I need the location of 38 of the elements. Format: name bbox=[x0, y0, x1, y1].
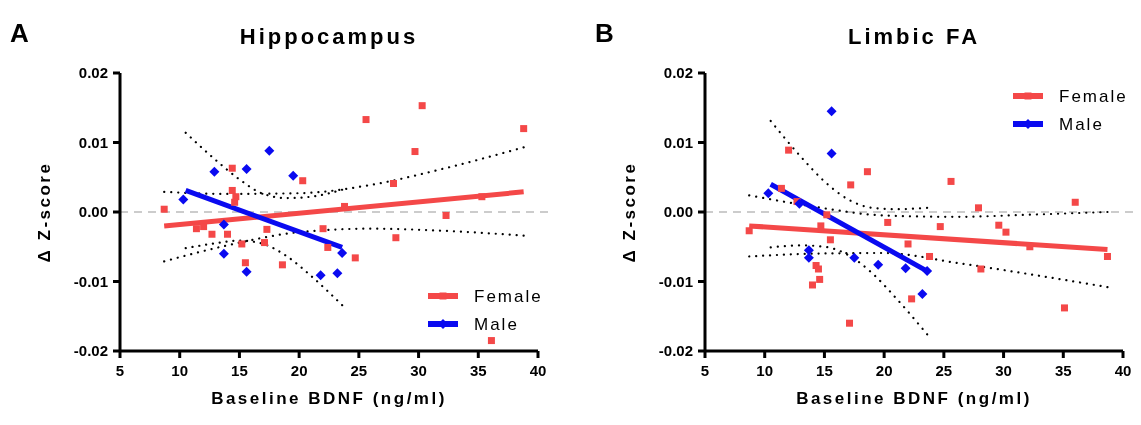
y-tick-label: 0.00 bbox=[78, 203, 108, 221]
x-tick-label: 30 bbox=[995, 362, 1012, 379]
x-tick-label: 35 bbox=[1054, 362, 1072, 379]
x-tick-label: 15 bbox=[816, 362, 833, 379]
x-tick-label: 5 bbox=[700, 362, 710, 379]
text: B bbox=[595, 18, 614, 48]
y-tick-label: -0.01 bbox=[73, 272, 108, 290]
x-axis-title: Baseline BDNF (ng/ml) bbox=[796, 389, 1032, 408]
y-tick-label: 0.01 bbox=[663, 133, 693, 151]
x-tick-label: 20 bbox=[290, 362, 308, 379]
x-tick-label: 25 bbox=[935, 362, 953, 379]
y-axis-title: Δ Z-score bbox=[35, 161, 54, 263]
x-axis-title: Baseline BDNF (ng/ml) bbox=[211, 389, 447, 408]
y-tick-label: 0.02 bbox=[663, 64, 693, 82]
y-tick-label: 0.00 bbox=[663, 203, 693, 221]
y-axis-title: Δ Z-score bbox=[620, 161, 639, 263]
x-tick-label: 10 bbox=[171, 362, 189, 379]
x-tick-label: 15 bbox=[231, 362, 248, 379]
legend-label: Male bbox=[1059, 114, 1104, 134]
x-tick-label: 20 bbox=[875, 362, 893, 379]
x-tick-label: 10 bbox=[756, 362, 774, 379]
x-tick-label: 25 bbox=[350, 362, 368, 379]
x-tick-label: 40 bbox=[529, 362, 547, 379]
x-tick-label: 30 bbox=[410, 362, 427, 379]
y-tick-label: -0.01 bbox=[658, 272, 693, 290]
chart-title: Hippocampus bbox=[239, 24, 419, 49]
y-tick-label: -0.02 bbox=[658, 342, 693, 360]
x-tick-label: 35 bbox=[469, 362, 487, 379]
legend-label: Female bbox=[474, 286, 543, 306]
y-tick-label: 0.02 bbox=[78, 64, 108, 82]
chart-title: Limbic FA bbox=[847, 24, 981, 49]
y-tick-label: 0.01 bbox=[78, 133, 108, 151]
y-tick-label: -0.02 bbox=[73, 342, 108, 360]
x-tick-label: 5 bbox=[115, 362, 125, 379]
legend-label: Female bbox=[1059, 86, 1128, 106]
legend-label: Male bbox=[474, 314, 519, 334]
x-tick-label: 40 bbox=[1114, 362, 1132, 379]
text: A bbox=[10, 18, 29, 48]
